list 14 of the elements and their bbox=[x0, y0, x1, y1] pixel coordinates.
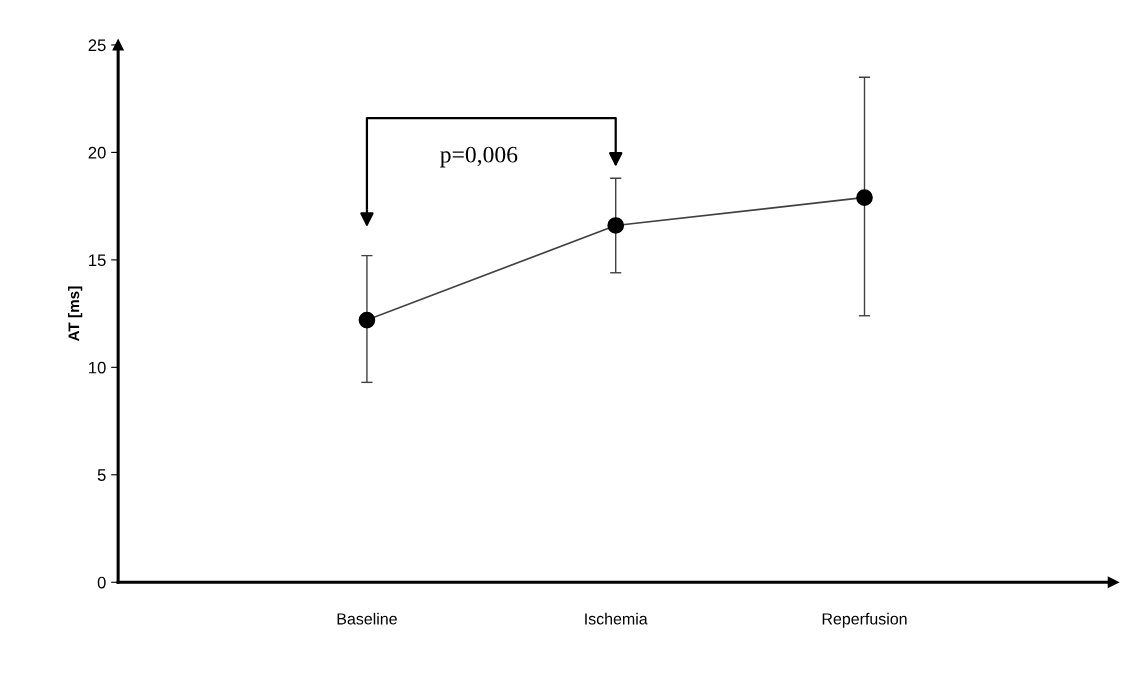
annotation: p=0,006 bbox=[440, 146, 518, 168]
x-tick-label: Ischemia bbox=[585, 612, 648, 625]
point bbox=[358, 311, 376, 329]
point bbox=[856, 189, 873, 206]
y-tick-label: 25 bbox=[88, 39, 106, 52]
point bbox=[607, 217, 625, 234]
y-tick-label: 5 bbox=[97, 469, 106, 481]
y-axis-title: AT [ms] bbox=[68, 286, 83, 342]
y-tick-label: 0 bbox=[97, 576, 106, 589]
y-tick-label: 10 bbox=[89, 361, 106, 374]
y-tick-label: 20 bbox=[88, 146, 106, 159]
x-tick-label: Baseline bbox=[337, 612, 397, 625]
x-tick-label: Reperfusion bbox=[822, 612, 907, 628]
y-tick-label: 15 bbox=[89, 254, 106, 267]
